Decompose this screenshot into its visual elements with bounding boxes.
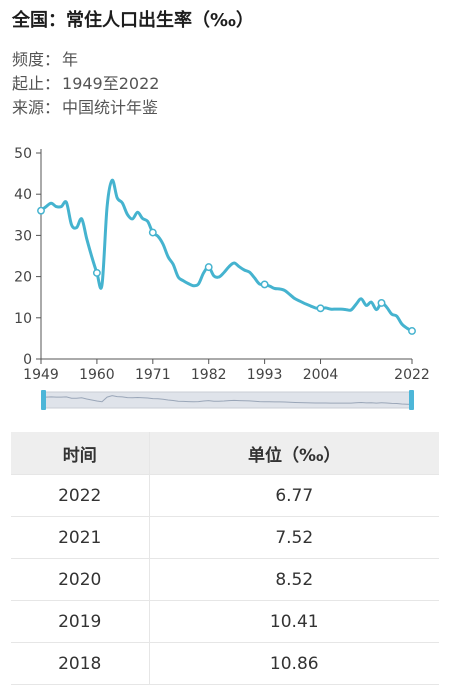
slider-preview-line	[40, 395, 413, 405]
table-row: 2018 10.86	[11, 642, 439, 685]
x-tick-label: 1949	[23, 367, 59, 383]
data-point-marker	[260, 280, 269, 289]
range-value: 1949至2022	[62, 74, 160, 93]
cell-year: 2019	[11, 600, 149, 643]
frequency-row: 频度：年	[12, 46, 78, 70]
cell-year: 2022	[11, 474, 149, 517]
cell-value: 6.77	[148, 474, 439, 517]
range-label: 起止：	[12, 74, 61, 93]
slider-handle-left[interactable]	[41, 390, 46, 410]
chart-series	[37, 178, 416, 335]
cell-year: 2020	[11, 558, 149, 601]
frequency-label: 频度：	[12, 50, 61, 69]
cell-value: 7.52	[148, 516, 439, 559]
y-axis: 0 10 20 30 40 50	[14, 146, 42, 368]
cell-year: 2021	[11, 516, 149, 559]
table-row: 2019 10.41	[11, 600, 439, 643]
y-tick-label: 30	[14, 228, 32, 244]
column-header-time: 时间	[11, 432, 149, 475]
cell-value: 8.52	[148, 558, 439, 601]
y-tick-label: 10	[14, 311, 32, 327]
slider-track[interactable]	[42, 391, 411, 409]
page-title: 全国：常住人口出生率（‰）	[12, 10, 254, 31]
cell-value: 10.86	[148, 642, 439, 685]
birth-rate-line-chart[interactable]: 0 10 20 30 40 50 1949 1960 1971 1982 1993 2004 2022	[0, 138, 449, 418]
y-tick-label: 50	[14, 146, 32, 162]
source-label: 来源：	[12, 98, 61, 117]
data-point-marker	[92, 268, 101, 277]
column-header-unit: 单位（‰）	[148, 432, 439, 475]
x-tick-label: 1960	[79, 367, 115, 383]
x-tick-label: 1982	[191, 367, 227, 383]
cell-value: 10.41	[148, 600, 439, 643]
x-tick-label: 2022	[394, 367, 430, 383]
slider-handle-right[interactable]	[409, 390, 414, 410]
data-point-marker	[316, 304, 325, 313]
source-value: 中国统计年鉴	[62, 98, 159, 117]
cell-year: 2018	[11, 642, 149, 685]
source-row: 来源： 中国统计年鉴	[12, 94, 158, 118]
data-point-marker	[148, 228, 157, 237]
frequency-value: 年	[62, 50, 79, 69]
range-slider[interactable]	[40, 390, 414, 410]
range-row: 起止： 1949至2022	[12, 70, 159, 94]
data-point-marker	[408, 327, 416, 335]
table-header-row: 时间 单位（‰）	[11, 432, 439, 475]
table-row: 2020 8.52	[11, 558, 439, 601]
table-row: 2022 6.77	[11, 474, 439, 517]
x-tick-label: 1993	[247, 367, 283, 383]
x-axis: 1949 1960 1971 1982 1993 2004 2022	[23, 358, 430, 383]
y-tick-label: 0	[23, 352, 32, 368]
x-tick-label: 1971	[135, 367, 171, 383]
birth-rate-line	[39, 178, 414, 333]
data-point-marker	[37, 206, 45, 215]
y-tick-label: 20	[14, 270, 32, 286]
data-point-marker	[204, 263, 213, 272]
x-tick-label: 2004	[303, 367, 339, 383]
table-row: 2021 7.52	[11, 516, 439, 559]
data-point-marker	[377, 299, 386, 307]
data-table: 时间 单位（‰） 2022 6.77 2021 7.52 2020 8.52 2…	[11, 432, 439, 685]
y-tick-label: 40	[14, 187, 32, 203]
